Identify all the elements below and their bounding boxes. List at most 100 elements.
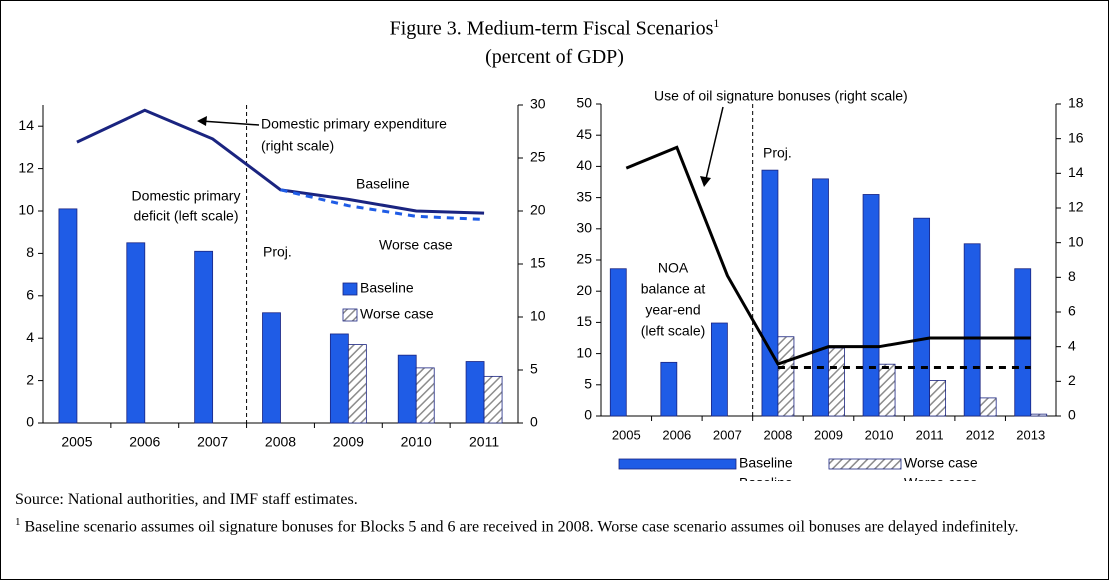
x-tick-label: 2007 — [197, 434, 228, 450]
y2-tick-label: 30 — [530, 96, 546, 112]
y-tick-label: 14 — [18, 117, 34, 133]
bar — [878, 363, 896, 417]
y-tick-label: 0 — [26, 414, 34, 430]
x-tick-label: 2006 — [129, 434, 160, 450]
series-label: Baseline — [356, 176, 410, 192]
x-tick-label: 2010 — [401, 434, 432, 450]
title-note: 1 — [713, 16, 720, 30]
projection-label: Proj. — [763, 145, 792, 161]
y2-tick-label: 6 — [1068, 303, 1076, 319]
annotation-arrow — [200, 120, 260, 126]
y2-tick-label: 18 — [1068, 95, 1084, 111]
title-row: Figure 3. Medium-term Fiscal Scenarios1 — [1, 9, 1108, 43]
y2-tick-label: 8 — [1068, 268, 1076, 284]
legend-label: Baseline — [739, 475, 793, 481]
y2-tick-label: 0 — [1068, 407, 1076, 423]
y-tick-label: 30 — [576, 220, 592, 236]
bar — [465, 361, 485, 424]
arrowhead — [700, 176, 711, 187]
x-tick-label: 2008 — [763, 427, 792, 442]
x-tick-label: 2005 — [61, 434, 92, 450]
x-tick-label: 2012 — [966, 427, 995, 442]
bar — [347, 344, 367, 424]
y-tick-label: 0 — [584, 407, 592, 423]
y-tick-label: 20 — [576, 282, 592, 298]
y2-tick-label: 16 — [1068, 129, 1084, 145]
y-tick-label: 35 — [576, 188, 592, 204]
annotation: balance at — [641, 281, 706, 297]
bar — [710, 322, 728, 417]
bar — [929, 380, 947, 417]
footnote-marker: 1 — [15, 516, 21, 528]
annotation: Use of oil signature bonuses (right scal… — [654, 88, 908, 104]
bar — [777, 336, 795, 417]
y-tick-label: 10 — [18, 202, 34, 218]
x-tick-label: 2011 — [916, 427, 944, 442]
y2-tick-label: 25 — [530, 149, 546, 165]
bar — [812, 178, 829, 417]
annotation: (right scale) — [261, 138, 334, 154]
annotation-arrow — [705, 106, 724, 180]
legend-swatch — [342, 308, 358, 322]
y-tick-label: 40 — [576, 157, 592, 173]
annotation: Domestic primary — [132, 188, 241, 204]
bar — [262, 312, 281, 424]
y2-tick-label: 4 — [1068, 337, 1076, 353]
y2-tick-label: 10 — [530, 308, 546, 324]
x-tick-label: 2009 — [333, 434, 364, 450]
x-tick-label: 2013 — [1016, 427, 1045, 442]
series-label: Worse case — [379, 237, 453, 253]
bar — [609, 268, 627, 417]
figure-header: Figure 3. Medium-term Fiscal Scenarios1 … — [1, 9, 1108, 71]
y-tick-label: 12 — [18, 159, 34, 175]
y-tick-label: 4 — [26, 329, 34, 345]
bar — [761, 169, 779, 417]
y2-tick-label: 0 — [530, 414, 538, 430]
annotation: deficit (left scale) — [133, 208, 238, 224]
bar — [1014, 268, 1032, 417]
footnote-text: Baseline scenario assumes oil signature … — [24, 518, 1019, 536]
y-tick-label: 5 — [584, 376, 592, 392]
y-tick-label: 50 — [576, 95, 592, 111]
x-tick-label: 2007 — [713, 427, 742, 442]
figure-title: Figure 3. Medium-term Fiscal Scenarios — [389, 17, 714, 40]
line-series — [280, 188, 485, 221]
x-tick-label: 2008 — [265, 434, 296, 450]
y-tick-label: 6 — [26, 287, 34, 303]
bar — [329, 333, 349, 424]
y2-tick-label: 2 — [1068, 372, 1076, 388]
figure-subtitle: (percent of GDP) — [485, 45, 624, 68]
y2-tick-label: 5 — [530, 361, 538, 377]
legend-label: Worse case — [904, 475, 978, 481]
bar — [963, 243, 981, 417]
legend-swatch — [828, 458, 902, 470]
annotation: year-end — [645, 302, 700, 318]
legend-label: Baseline — [360, 280, 414, 296]
bar — [126, 242, 146, 424]
legend-swatch — [618, 458, 737, 470]
y2-tick-label: 12 — [1068, 199, 1084, 215]
x-tick-label: 2009 — [814, 427, 843, 442]
line-series — [625, 145, 1031, 366]
y-tick-label: 25 — [576, 251, 592, 267]
bar — [397, 354, 417, 424]
bar — [415, 367, 435, 424]
y-tick-label: 45 — [576, 126, 592, 142]
x-tick-label: 2010 — [865, 427, 894, 442]
legend-label: Worse case — [904, 455, 978, 471]
bar — [1030, 413, 1048, 417]
legend-label: Worse case — [360, 306, 434, 322]
bar — [660, 361, 678, 417]
bar — [58, 208, 78, 424]
x-tick-label: 2011 — [469, 434, 499, 450]
y2-tick-label: 20 — [530, 202, 546, 218]
bar — [913, 217, 931, 417]
arrowhead — [197, 116, 207, 126]
legend-label: Baseline — [739, 455, 793, 471]
y-tick-label: 15 — [576, 313, 592, 329]
bar — [862, 194, 880, 417]
y2-tick-label: 10 — [1068, 233, 1084, 249]
projection-label: Proj. — [263, 244, 292, 260]
